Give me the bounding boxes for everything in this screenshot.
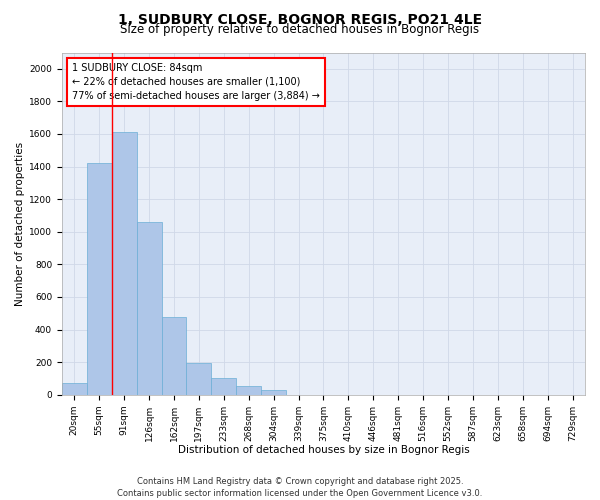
Text: Size of property relative to detached houses in Bognor Regis: Size of property relative to detached ho… [121, 22, 479, 36]
Bar [62, 384, 87, 394]
Bar [211, 378, 236, 394]
Text: 1 SUDBURY CLOSE: 84sqm
← 22% of detached houses are smaller (1,100)
77% of semi-: 1 SUDBURY CLOSE: 84sqm ← 22% of detached… [73, 63, 320, 101]
Bar [112, 132, 137, 394]
Bar [236, 386, 261, 394]
Bar [261, 390, 286, 394]
Y-axis label: Number of detached properties: Number of detached properties [15, 142, 25, 306]
Text: Contains HM Land Registry data © Crown copyright and database right 2025.
Contai: Contains HM Land Registry data © Crown c… [118, 476, 482, 498]
Bar [137, 222, 161, 394]
Bar [187, 363, 211, 394]
X-axis label: Distribution of detached houses by size in Bognor Regis: Distribution of detached houses by size … [178, 445, 469, 455]
Bar [161, 318, 187, 394]
Bar [87, 164, 112, 394]
Text: 1, SUDBURY CLOSE, BOGNOR REGIS, PO21 4LE: 1, SUDBURY CLOSE, BOGNOR REGIS, PO21 4LE [118, 12, 482, 26]
